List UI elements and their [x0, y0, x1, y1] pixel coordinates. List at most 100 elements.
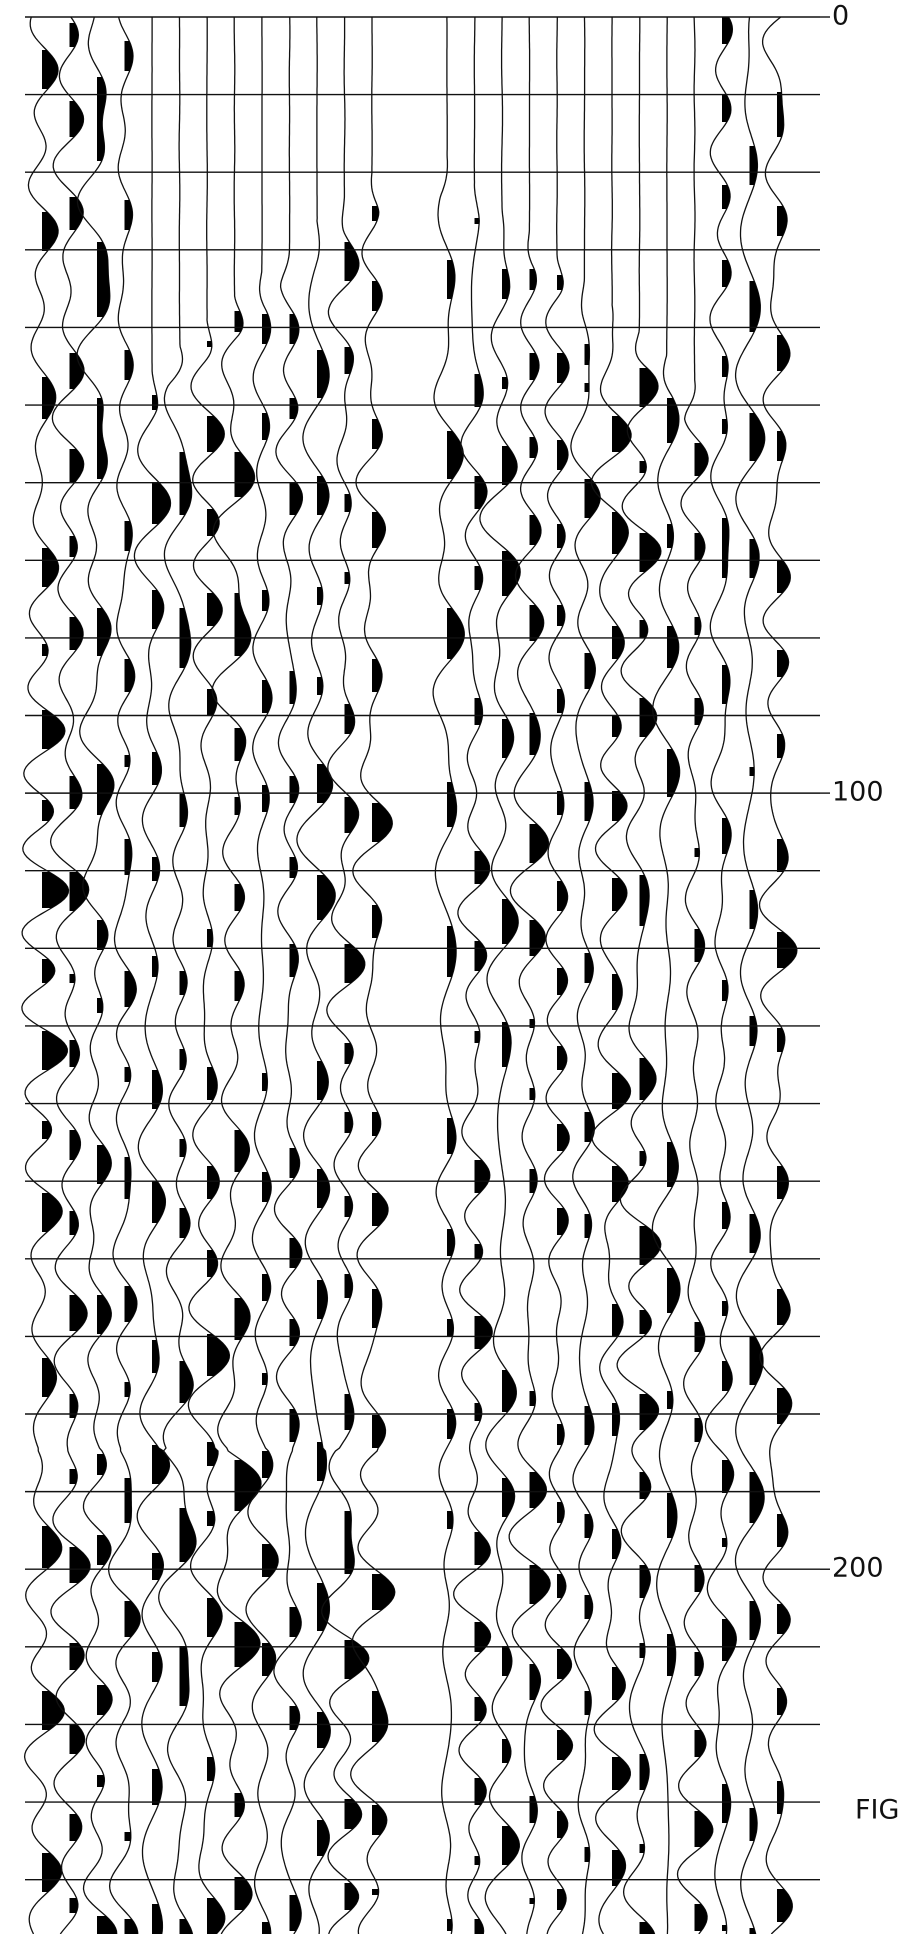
trace-lobe [447, 1511, 453, 1529]
trace-lobe [502, 551, 520, 596]
trace-lobe [70, 353, 85, 389]
trace-lobe [447, 1919, 452, 1931]
trace-lobe [557, 881, 568, 911]
trace-lobe [777, 1388, 792, 1424]
trace-lobe [180, 1919, 193, 1934]
trace-lobe [502, 377, 508, 389]
trace-lobe [612, 878, 627, 911]
trace-lobe [262, 1373, 267, 1385]
trace-lobe [70, 1814, 82, 1841]
trace-lobe [667, 1391, 673, 1409]
trace-lobe [125, 971, 137, 1007]
trace-lobe [372, 512, 385, 548]
trace-lobe [125, 1067, 131, 1082]
trace-lobe [777, 1604, 790, 1634]
trace-lobe [372, 281, 382, 311]
trace-lobe [640, 533, 661, 572]
trace-lobe [667, 1142, 678, 1187]
trace-lobe [290, 314, 299, 344]
trace-lobe [152, 395, 158, 410]
trace-lobe [125, 755, 131, 767]
trace-lobe [125, 1286, 137, 1322]
trace-lobe [612, 512, 628, 554]
trace-lobe [125, 1601, 141, 1637]
trace-lobe [475, 476, 488, 509]
trace-lobe [530, 824, 549, 863]
trace-lobe [530, 1088, 535, 1100]
trace-lobe [180, 1208, 191, 1238]
trace-lobe [475, 1031, 480, 1043]
trace-lobe [372, 803, 392, 842]
trace-lobe [152, 956, 158, 977]
trace-lobe [290, 482, 303, 515]
trace-lobe [372, 1691, 388, 1742]
trace-lobe [585, 479, 601, 518]
trace-lobe [640, 1310, 652, 1334]
trace-lobe [70, 872, 89, 911]
trace-lobe [722, 980, 728, 1001]
trace-lobe [502, 899, 518, 944]
trace-lobe [695, 848, 700, 857]
figure-caption: FIG [855, 1795, 899, 1826]
trace-lobe [97, 242, 110, 317]
trace-lobe [557, 275, 563, 290]
trace-lobe [475, 1778, 487, 1805]
trace-lobe [70, 617, 84, 650]
trace-lobe [557, 1574, 566, 1598]
trace-lobe [290, 1148, 300, 1178]
trace-lobe [530, 1019, 535, 1028]
trace-lobe [695, 1904, 708, 1931]
trace-lobe [475, 851, 490, 884]
trace-lobe [475, 1160, 490, 1193]
trace-lobe [42, 1193, 62, 1232]
trace-lobe [97, 608, 111, 656]
trace-lobe [97, 998, 103, 1013]
trace-lobe [372, 1889, 379, 1895]
trace-lobe [667, 1268, 680, 1313]
trace-lobe [750, 767, 755, 776]
trace-lobe [42, 548, 59, 587]
trace-lobe [475, 1532, 491, 1565]
trace-lobe [612, 974, 622, 1010]
trace-lobe [125, 1832, 131, 1841]
trace-lobe [317, 1820, 329, 1856]
trace-lobe [502, 446, 517, 485]
trace-lobe [447, 926, 456, 977]
trace-lobe [475, 374, 484, 407]
trace-lobe [317, 350, 329, 398]
trace-lobe [97, 398, 107, 479]
trace-lobe [345, 1640, 369, 1679]
trace-lobe [42, 872, 69, 908]
trace-lobe [612, 1304, 623, 1337]
trace-lobe [667, 1493, 677, 1538]
trace-lobe [447, 1319, 453, 1337]
page: {"seismic_record": { "time_axis": {"rang… [0, 0, 899, 1934]
trace-lobe [530, 605, 544, 641]
trace-lobe [777, 560, 790, 593]
trace-lobe [207, 1334, 229, 1376]
trace-lobe [345, 572, 350, 584]
trace-lobe [290, 1238, 302, 1268]
trace-lobe [42, 644, 48, 656]
trace-lobe [207, 1598, 222, 1637]
trace-lobe [750, 1601, 761, 1640]
trace-lobe [475, 1244, 483, 1259]
trace-lobe [345, 1883, 359, 1910]
trace-lobe [70, 1469, 78, 1484]
trace-lobe [317, 1712, 330, 1748]
seismic-figure: 0100200 FIG [0, 0, 899, 1934]
trace-lobe [502, 1478, 515, 1517]
trace-lobe [235, 1130, 250, 1172]
trace-lobe [557, 1811, 568, 1838]
trace-lobe [475, 1316, 493, 1349]
trace-lobe [667, 749, 680, 797]
trace-lobe [345, 944, 365, 983]
trace-lobe [777, 335, 790, 371]
trace-lobe [585, 653, 596, 689]
trace-lobe [97, 920, 108, 950]
trace-lobe [557, 1889, 566, 1910]
trace-lobe [152, 1181, 165, 1223]
trace-lobe [585, 344, 590, 365]
trace-lobe [640, 461, 647, 473]
trace-lobe [317, 1169, 330, 1208]
